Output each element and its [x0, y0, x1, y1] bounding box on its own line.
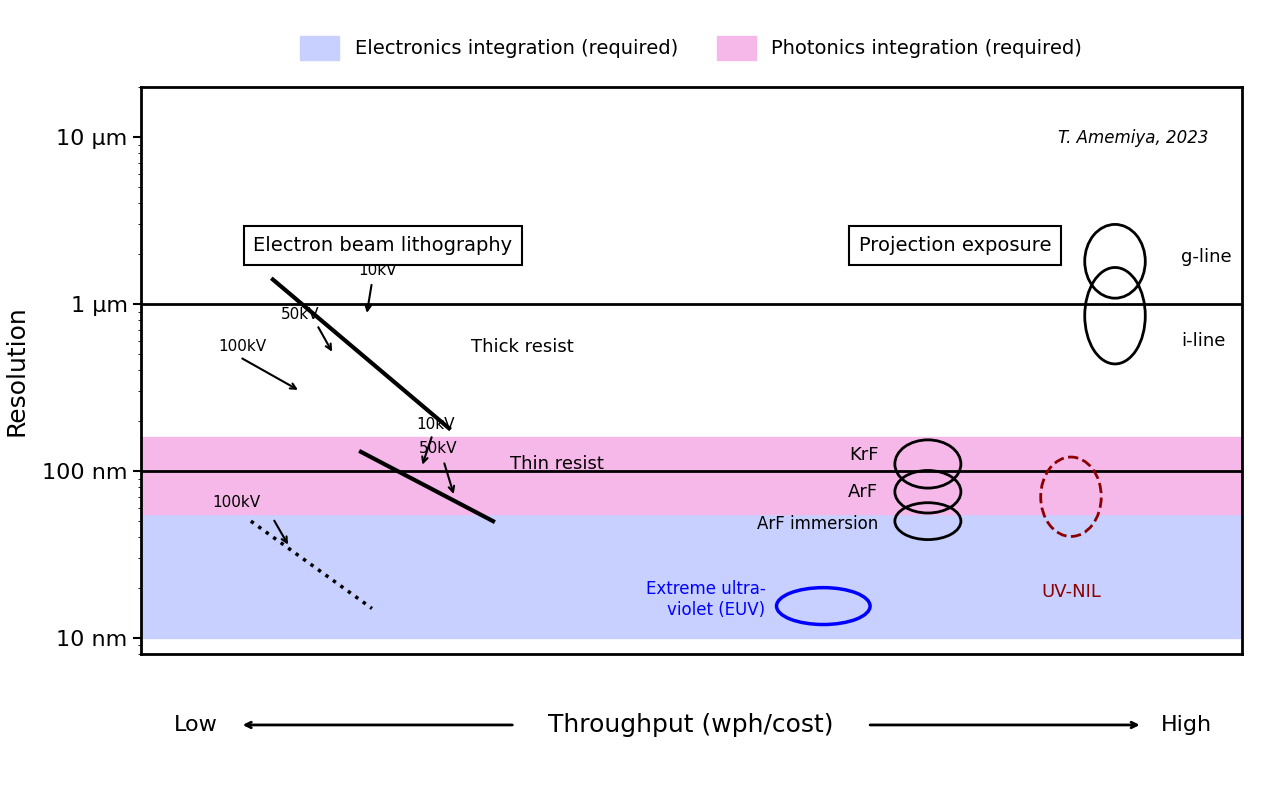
Text: Electron beam lithography: Electron beam lithography [253, 236, 512, 255]
Text: 10kV: 10kV [358, 263, 397, 278]
Text: Extreme ultra-
violet (EUV): Extreme ultra- violet (EUV) [645, 580, 765, 619]
Text: Thick resist: Thick resist [471, 338, 573, 356]
Text: Throughput (wph/cost): Throughput (wph/cost) [548, 713, 835, 737]
Text: 10kV: 10kV [416, 417, 456, 432]
Text: Projection exposure: Projection exposure [859, 236, 1052, 255]
Text: ArF immersion: ArF immersion [756, 515, 878, 533]
Text: ArF: ArF [849, 483, 878, 500]
Text: 100kV: 100kV [218, 339, 266, 354]
Text: Thin resist: Thin resist [509, 455, 603, 473]
Text: g-line: g-line [1181, 248, 1231, 266]
Text: High: High [1161, 715, 1212, 735]
Legend: Electronics integration (required), Photonics integration (required): Electronics integration (required), Phot… [292, 28, 1091, 68]
Y-axis label: Resolution: Resolution [4, 305, 28, 436]
Text: KrF: KrF [849, 446, 878, 463]
Text: UV-NIL: UV-NIL [1041, 583, 1101, 600]
Text: 100kV: 100kV [212, 495, 260, 510]
Text: T. Amemiya, 2023: T. Amemiya, 2023 [1059, 128, 1208, 147]
Text: 50kV: 50kV [282, 307, 320, 322]
Text: Low: Low [174, 715, 218, 735]
Text: 50kV: 50kV [419, 441, 457, 456]
Bar [141, 515, 1242, 637]
Text: i-line: i-line [1181, 332, 1225, 350]
Bar [141, 437, 1242, 515]
